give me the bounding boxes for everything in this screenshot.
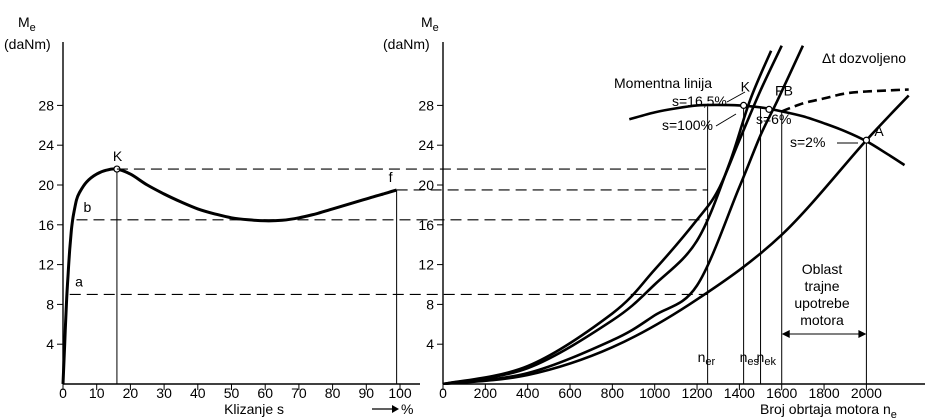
left-point-label-a: a: [75, 273, 83, 289]
right-point-label: K: [741, 78, 751, 94]
left-x-tick-label: 70: [291, 385, 307, 401]
right-x-label-sub: e: [891, 409, 897, 420]
left-x-unit: %: [401, 401, 413, 417]
left-y-tick-label: 4: [46, 336, 54, 352]
left-y-tick-label: 12: [38, 257, 54, 273]
right-x-label: Broj obrtaja motora ne: [760, 401, 897, 420]
left-x-tick-label: 10: [89, 385, 105, 401]
left-x-tick-label: 50: [224, 385, 240, 401]
left-y-tick-label: 28: [38, 97, 54, 113]
slip-leader: [726, 91, 746, 103]
right-x-tick-label: 2000: [851, 385, 882, 401]
right-vline-label: nek: [757, 349, 777, 368]
left-y-label-sub: e: [30, 22, 36, 34]
left-point-label-b: b: [83, 199, 91, 215]
left-x-tick-label: 80: [325, 385, 341, 401]
left-y-label: Me: [18, 14, 36, 34]
left-x-label: Klizanje s: [224, 401, 284, 417]
gear-curve-4: [443, 94, 910, 385]
region-text-line: motora: [800, 312, 844, 328]
region-text-line: trajne: [804, 278, 839, 294]
moment-line-label: Momentna linija: [614, 75, 712, 91]
right-x-tick-label: 400: [516, 385, 540, 401]
left-y-tick-label: 8: [46, 296, 54, 312]
slip-label: s=16,5%: [672, 93, 727, 109]
left-point-label-k: K: [113, 148, 123, 164]
left-y-tick-label: 16: [38, 217, 54, 233]
right-y-tick-label: 16: [418, 217, 434, 233]
right-x-tick-label: 1200: [681, 385, 712, 401]
right-x-tick-label: 1000: [639, 385, 670, 401]
right-point-label: FB: [775, 82, 793, 98]
left-point-label-f: f: [389, 169, 393, 185]
right-y-label: Me: [421, 14, 439, 34]
right-x-tick-label: 1600: [766, 385, 797, 401]
speed-chart: 4 8 12 16 20 24 28 0 200 400 600 800 1000 1200 1400 160…: [383, 14, 925, 420]
left-x-tick-label: 40: [190, 385, 206, 401]
slip-label: s=2%: [790, 134, 825, 150]
right-vline-label-sub: ek: [764, 356, 776, 368]
left-x-tick-label: 100: [388, 385, 412, 401]
left-y-tick-label: 20: [38, 177, 54, 193]
right-y-tick-label: 24: [418, 137, 434, 153]
allowed-line: [781, 88, 909, 113]
left-y-tick-label: 24: [38, 137, 54, 153]
gear-curve-1: [443, 50, 773, 385]
right-x-tick-label: 1800: [808, 385, 839, 401]
slip-label: s=6%: [756, 111, 791, 127]
gear-curve-2: [443, 45, 783, 385]
right-x-tick-label: 0: [439, 385, 447, 401]
right-point-marker: [740, 101, 748, 110]
right-y-tick-label: 4: [426, 336, 434, 352]
left-y-unit: (daNm): [4, 36, 51, 52]
right-x-tick-label: 1400: [724, 385, 755, 401]
allowed-line-label: Δt dozvoljeno: [822, 50, 906, 66]
slip-label: s=100%: [662, 117, 713, 133]
left-x-arrow-head: [392, 405, 399, 413]
right-y-tick-label: 20: [418, 177, 434, 193]
left-x-tick-label: 60: [257, 385, 273, 401]
left-x-tick-label: 90: [359, 385, 375, 401]
left-x-tick-label: 20: [123, 385, 139, 401]
right-y-label-sub: e: [433, 22, 439, 34]
right-y-tick-label: 28: [418, 97, 434, 113]
right-point-marker: [765, 105, 773, 113]
right-vline-label-sub: er: [705, 356, 715, 368]
right-x-tick-label: 600: [558, 385, 582, 401]
right-vline-label: ner: [698, 349, 716, 368]
right-point-label: A: [874, 123, 884, 139]
region-text-line: upotrebe: [794, 295, 849, 311]
region-text-line: Oblast: [802, 261, 843, 277]
left-x-tick-label: 30: [156, 385, 172, 401]
right-x-tick-label: 200: [474, 385, 498, 401]
right-y-tick-label: 12: [418, 257, 434, 273]
right-y-unit: (daNm): [383, 36, 430, 52]
right-vline-label-sub: es: [747, 356, 759, 368]
right-point-marker: [862, 136, 871, 144]
dashed-level-lines: [69, 168, 708, 296]
left-x-tick-label: 0: [59, 385, 67, 401]
slip-chart: 4 8 12 16 20 24 28 0 10 20 30 40 50 60 70 80 90 100 Me (daN…: [4, 14, 420, 417]
slip-torque-curve: [61, 167, 398, 385]
right-y-tick-label: 8: [426, 296, 434, 312]
right-x-tick-label: 800: [601, 385, 625, 401]
slip-leader: [715, 113, 737, 127]
region-arrow-head-left: [781, 330, 790, 338]
gear-curve-3: [443, 45, 805, 385]
region-arrow-head-right: [858, 330, 867, 338]
